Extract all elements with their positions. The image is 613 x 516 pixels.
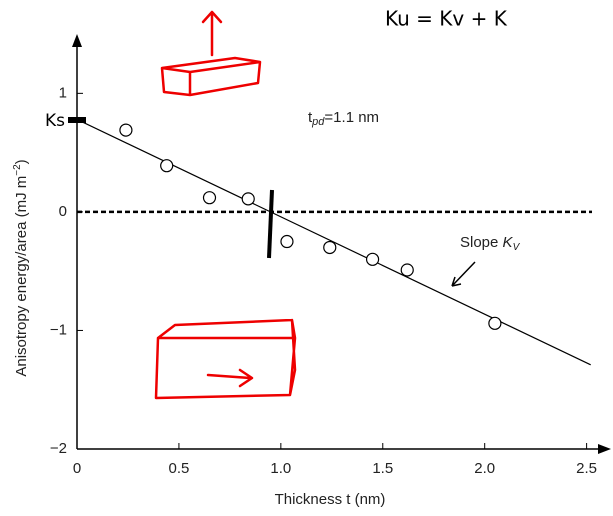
ks-label: Ks xyxy=(45,111,65,131)
x-axis-label: Thickness t (nm) xyxy=(275,491,386,508)
x-tick-label: 2.0 xyxy=(474,460,495,477)
y-axis-label: Anisotropy energy/area (mJ m−2) xyxy=(12,159,30,376)
data-point xyxy=(400,263,414,277)
handwritten-title: Ku = Kv + K xyxy=(385,7,508,31)
x-tick-label: 0.5 xyxy=(168,460,189,477)
k: K xyxy=(503,234,514,251)
x-tick-label: 1.5 xyxy=(372,460,393,477)
x-tick-label: 1.0 xyxy=(270,460,291,477)
sup: −2 xyxy=(12,164,23,176)
data-point xyxy=(488,316,502,330)
data-point xyxy=(119,123,133,137)
slope-arrow xyxy=(451,261,476,287)
annotation-tpd: tpd=1.1 nm xyxy=(308,109,379,128)
y-tick-label: −1 xyxy=(50,321,67,338)
t: t xyxy=(308,109,313,126)
data-point xyxy=(202,191,217,205)
x-tick-label: 0 xyxy=(73,460,81,477)
rest: =1.1 nm xyxy=(324,109,379,126)
sketch-up xyxy=(160,10,262,97)
data-point xyxy=(160,159,174,173)
main: Slope xyxy=(460,234,503,251)
sub: V xyxy=(513,242,521,253)
y-tick-label: 0 xyxy=(59,203,67,220)
sub: pd xyxy=(311,116,325,128)
main: Anisotropy energy/area (mJ m xyxy=(13,176,30,377)
sketch-in-plane xyxy=(154,318,297,400)
crossing-marker xyxy=(267,189,274,259)
data-point xyxy=(323,240,337,255)
y-tick-label: 1 xyxy=(59,84,67,101)
x-axis-arrow xyxy=(598,444,611,454)
data-point xyxy=(365,252,380,266)
y-axis-arrow xyxy=(72,34,82,47)
data-point xyxy=(280,234,294,249)
unit: (nm) xyxy=(355,491,386,508)
y-tick-label: −2 xyxy=(50,440,67,457)
data-point xyxy=(241,192,255,206)
main: Thickness t xyxy=(275,491,352,508)
annotation-slope: Slope KV xyxy=(460,234,521,253)
x-tick-label: 2.5 xyxy=(576,460,597,477)
end: ) xyxy=(13,159,30,164)
fit-line xyxy=(76,118,591,366)
